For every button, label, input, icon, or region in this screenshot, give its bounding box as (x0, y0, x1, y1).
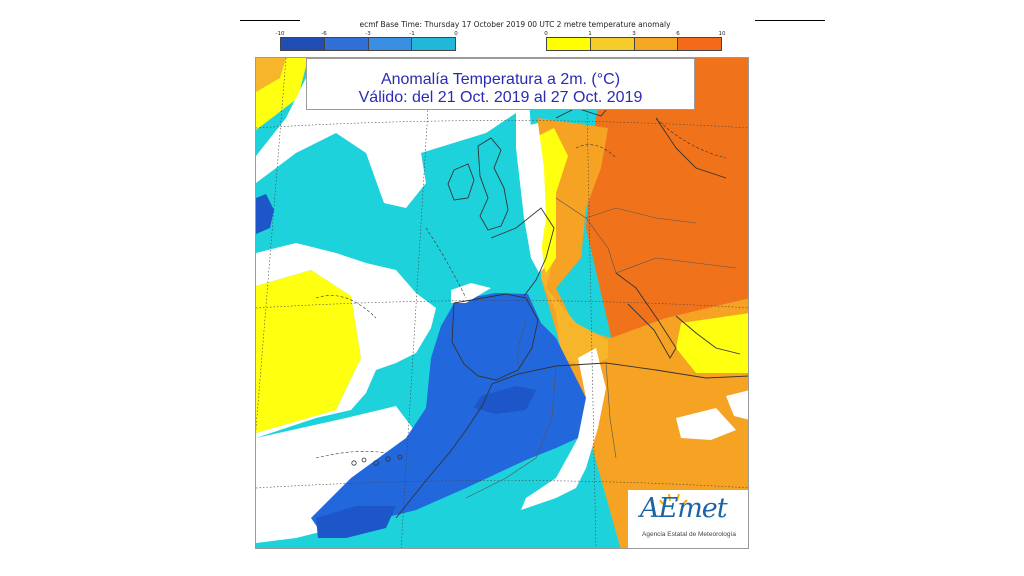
logo-sun-icon (659, 493, 688, 505)
region-white-coast-africa (521, 348, 606, 510)
region-white-band-south (256, 406, 446, 543)
cold-tick-label: -10 (275, 31, 285, 37)
map-title-box: Anomalía Temperatura a 2m. (°C) Válido: … (306, 58, 695, 110)
contour-line (315, 451, 387, 459)
warm-swatch-4 (678, 38, 721, 50)
cold-tick-label: -1 (409, 31, 415, 37)
contour-line (425, 227, 467, 299)
warm-swatch-3 (634, 38, 679, 50)
region-blue-iberia-africa (311, 293, 586, 528)
region-white-band-north (256, 58, 544, 273)
region-deep-blue-core (474, 386, 536, 414)
border-line (615, 257, 737, 274)
graticule-meridian (256, 58, 287, 433)
island-outline (397, 454, 403, 460)
warm-swatch-2 (590, 38, 635, 50)
island-outline (361, 457, 367, 463)
cold-colorbar (280, 37, 456, 51)
cold-tick-label: 0 (454, 31, 458, 37)
warm-tick-label: 1 (588, 31, 592, 37)
logo-wordmark: AEmet (640, 493, 728, 524)
canary-islands (351, 454, 403, 466)
contour-line (575, 144, 617, 159)
region-white-balkans (676, 408, 736, 440)
region-yellow-france (538, 128, 568, 273)
graticule-meridian (585, 58, 597, 548)
aemet-logo: AEmet Agencia Estatal de Meteorología (628, 490, 748, 548)
region-white-band-west (256, 243, 436, 438)
warm-tick-label: 10 (718, 31, 726, 37)
region-yellow-west (256, 270, 361, 433)
border-line (605, 362, 617, 459)
warm-tick-label: 6 (676, 31, 680, 37)
coastline-france (490, 207, 555, 297)
region-light-orange-corner (256, 58, 286, 92)
region-yellow-italy (676, 313, 748, 373)
coastline-great-britain (477, 137, 509, 231)
borders (465, 197, 737, 499)
coastline-baltic (655, 117, 727, 179)
anomaly-map-svg (256, 58, 748, 548)
coastline-balkans (675, 315, 741, 355)
coastline-ireland (447, 163, 475, 201)
island-outline (373, 460, 379, 466)
region-light-orange-france (541, 153, 608, 368)
coastline-morocco (395, 383, 493, 519)
border-line (555, 197, 617, 274)
warm-tick-label: 3 (632, 31, 636, 37)
cold-swatch-1 (281, 38, 325, 50)
border-line (517, 319, 527, 370)
region-white-east (726, 390, 748, 420)
border-line (465, 365, 557, 499)
region-white-biscay (451, 283, 491, 303)
header-rule-left (240, 20, 300, 21)
region-white-channel (518, 123, 546, 258)
warm-swatch-1 (547, 38, 591, 50)
logo-subtitle: Agencia Estatal de Meteorología (642, 531, 736, 538)
cold-tick-label: -3 (365, 31, 371, 37)
header-rule-right (755, 20, 825, 21)
anomaly-map (255, 57, 749, 549)
map-validity-period: Válido: del 21 Oct. 2019 al 27 Oct. 2019 (358, 89, 643, 106)
contour-line (655, 117, 727, 159)
contour-line (315, 295, 377, 319)
border-line (585, 207, 697, 224)
warm-tick-label: 0 (544, 31, 548, 37)
map-caption: ecmf Base Time: Thursday 17 October 2019… (359, 20, 671, 29)
coastline-italy (615, 272, 677, 359)
warm-colorbar (546, 37, 722, 51)
contour-lines (315, 117, 727, 459)
island-outline (351, 460, 357, 466)
region-deep-blue-sw (316, 506, 396, 538)
cold-swatch-4 (412, 38, 455, 50)
cold-tick-label: -6 (321, 31, 327, 37)
cold-swatch-2 (324, 38, 369, 50)
map-title: Anomalía Temperatura a 2m. (°C) (380, 71, 621, 88)
graticule-lines (256, 58, 748, 548)
region-deep-blue-atlantic (256, 194, 274, 234)
cold-swatch-3 (368, 38, 413, 50)
island-outline (385, 456, 391, 462)
